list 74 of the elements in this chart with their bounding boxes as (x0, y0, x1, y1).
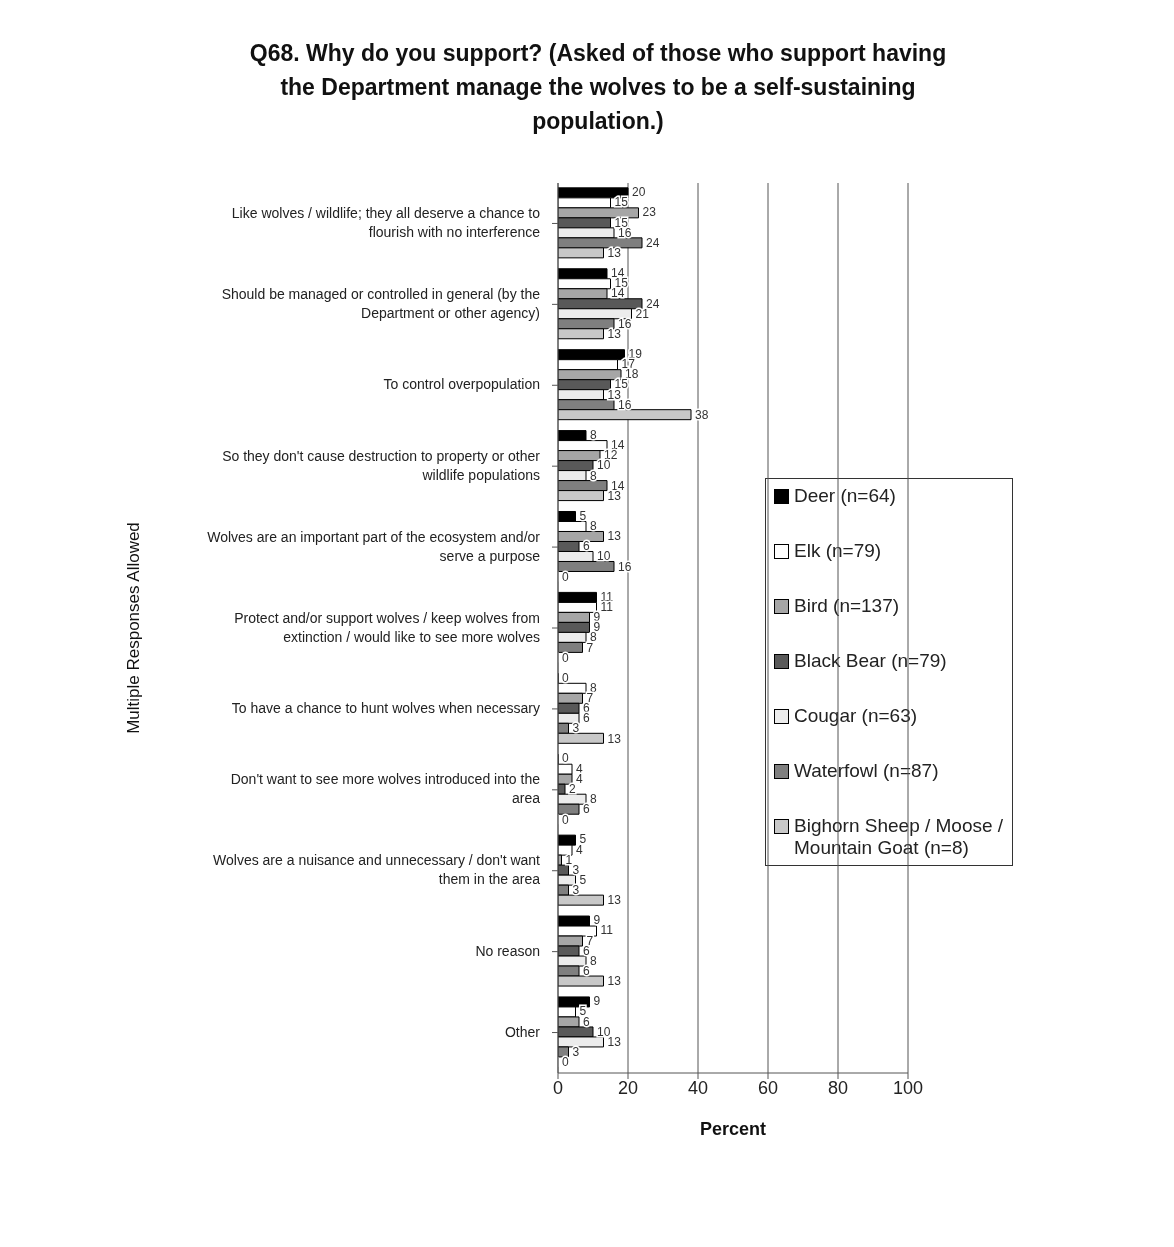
data-label: 11 (600, 923, 614, 938)
data-label: 13 (607, 731, 622, 746)
data-label: 0 (562, 1055, 569, 1070)
data-label: 2 (569, 781, 576, 796)
data-label: 0 (562, 650, 569, 665)
data-label: 0 (562, 569, 569, 584)
data-label: 13 (607, 893, 622, 908)
x-tick-label: 0 (552, 1077, 564, 1098)
legend-label: Black Bear (n=79) (794, 650, 947, 672)
data-label: 5 (579, 508, 587, 523)
data-label: 8 (590, 518, 597, 533)
y-tick-label: Wolves are a nuisance and unnecessary / don't want them in the area (213, 851, 541, 887)
x-tick-label: 100 (892, 1077, 924, 1098)
legend-label: Bighorn Sheep / Moose / Mountain Goat (n=8) (794, 815, 1004, 859)
y-tick-label: Wolves are an important part of the ecosystem and/or serve a purpose (207, 528, 541, 564)
x-tick-label: 20 (617, 1077, 639, 1098)
y-tick-label: So they don't cause destruction to property or other wildlife populations (222, 447, 541, 483)
data-label: 24 (646, 296, 660, 311)
legend-label: Cougar (n=63) (794, 705, 918, 727)
data-label: 9 (593, 994, 601, 1009)
data-label: 1 (565, 852, 573, 867)
x-tick-label: 40 (687, 1077, 709, 1098)
data-label: 13 (607, 327, 622, 342)
y-tick-label: Protect and/or support wolves / keep wolves from extinction / would like to see more wolves (234, 609, 540, 645)
data-label: 10 (597, 458, 611, 473)
x-axis-title: Percent (699, 1119, 767, 1139)
data-label: 13 (607, 246, 622, 261)
chart-title: Q68. Why do you support? (Asked of those who support having the Department manage the wolves to be a self-sustaining population.) (248, 39, 948, 136)
data-label: 4 (576, 842, 583, 857)
y-tick-label: To have a chance to hunt wolves when necessary (231, 699, 540, 716)
x-tick-label: 80 (827, 1077, 849, 1098)
legend-label: Waterfowl (n=87) (794, 760, 939, 782)
data-label: 5 (579, 873, 587, 888)
data-label: 38 (695, 407, 709, 422)
x-tick-label: 60 (757, 1077, 779, 1098)
legend-label: Elk (n=79) (794, 540, 882, 562)
data-label: 10 (597, 549, 611, 564)
data-label: 14 (611, 286, 625, 301)
data-label: 6 (583, 1014, 590, 1029)
data-label: 8 (590, 792, 597, 807)
data-label: 3 (572, 721, 580, 736)
legend-label: Bird (n=137) (794, 595, 900, 617)
data-label: 13 (607, 974, 622, 989)
data-label: 6 (583, 802, 590, 817)
data-label: 3 (572, 1045, 580, 1060)
y-tick-label: To control overpopulation (383, 375, 540, 392)
y-axis-title: Multiple Responses Allowed (124, 522, 144, 734)
legend-label: Deer (n=64) (794, 485, 896, 507)
data-label: 0 (562, 670, 569, 685)
y-tick-label: No reason (475, 942, 540, 959)
data-label: 9 (593, 610, 601, 624)
data-label: 4 (576, 771, 583, 786)
data-label: 15 (614, 195, 629, 210)
data-label: 8 (590, 468, 597, 483)
data-label: 23 (642, 205, 657, 220)
y-tick-label: Don't want to see more wolves introduced into the area (230, 771, 541, 807)
data-label: 6 (583, 711, 590, 726)
data-label: 0 (562, 812, 569, 827)
data-label: 6 (583, 539, 590, 554)
y-tick-label: Like wolves / wildlife; they all deserve a chance to flourish with no interference (231, 204, 541, 240)
y-tick-label: Should be managed or controlled in general (by the Department or other agency) (221, 285, 541, 321)
data-label: 3 (572, 862, 580, 877)
data-label: 20 (632, 185, 646, 200)
data-label: 8 (590, 427, 597, 442)
data-label: 16 (618, 559, 632, 574)
data-label: 3 (572, 883, 580, 898)
data-label: 0 (562, 751, 569, 766)
data-label: 6 (583, 964, 590, 979)
y-tick-label: Other (504, 1023, 541, 1040)
data-label: 8 (590, 953, 597, 968)
data-label: 13 (607, 529, 622, 544)
data-label: 9 (593, 913, 601, 928)
data-label: 7 (586, 640, 594, 655)
data-label: 24 (646, 235, 660, 250)
